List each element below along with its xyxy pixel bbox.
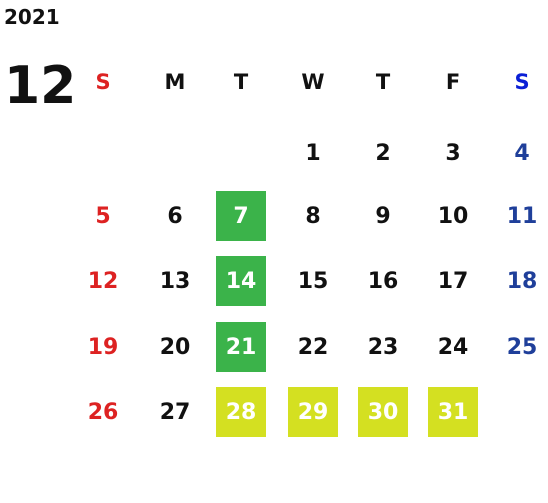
day-cell-27[interactable]: 27 [159, 399, 191, 425]
day-cell-5[interactable]: 5 [95, 203, 111, 229]
day-cell-17[interactable]: 17 [437, 268, 469, 294]
day-cell-12[interactable]: 12 [87, 268, 119, 294]
month-number: 12 [4, 56, 77, 116]
weekday-header-fri: F [445, 70, 461, 94]
day-cell-9[interactable]: 9 [375, 203, 391, 229]
day-cell-20[interactable]: 20 [159, 334, 191, 360]
day-cell-1[interactable]: 1 [305, 140, 321, 166]
day-cell-3[interactable]: 3 [445, 140, 461, 166]
year-label: 2021 [4, 5, 60, 29]
day-cell-15[interactable]: 15 [297, 268, 329, 294]
day-cell-8[interactable]: 8 [305, 203, 321, 229]
day-cell-22[interactable]: 22 [297, 334, 329, 360]
day-cell-25[interactable]: 25 [506, 334, 538, 360]
day-cell-6[interactable]: 6 [167, 203, 183, 229]
day-cell-30[interactable]: 30 [358, 387, 408, 437]
day-cell-13[interactable]: 13 [159, 268, 191, 294]
day-cell-31[interactable]: 31 [428, 387, 478, 437]
day-cell-4[interactable]: 4 [514, 140, 530, 166]
weekday-header-sat: S [514, 70, 530, 94]
day-cell-19[interactable]: 19 [87, 334, 119, 360]
day-cell-14[interactable]: 14 [216, 256, 266, 306]
day-cell-10[interactable]: 10 [437, 203, 469, 229]
weekday-header-thu: T [375, 70, 391, 94]
day-cell-2[interactable]: 2 [375, 140, 391, 166]
day-cell-29[interactable]: 29 [288, 387, 338, 437]
day-cell-28[interactable]: 28 [216, 387, 266, 437]
weekday-header-tue: T [233, 70, 249, 94]
day-cell-7[interactable]: 7 [216, 191, 266, 241]
day-cell-26[interactable]: 26 [87, 399, 119, 425]
day-cell-11[interactable]: 11 [506, 203, 538, 229]
weekday-header-sun: S [95, 70, 111, 94]
weekday-header-wed: W [301, 70, 325, 94]
weekday-header-mon: M [164, 70, 186, 94]
day-cell-24[interactable]: 24 [437, 334, 469, 360]
day-cell-23[interactable]: 23 [367, 334, 399, 360]
day-cell-18[interactable]: 18 [506, 268, 538, 294]
day-cell-21[interactable]: 21 [216, 322, 266, 372]
day-cell-16[interactable]: 16 [367, 268, 399, 294]
